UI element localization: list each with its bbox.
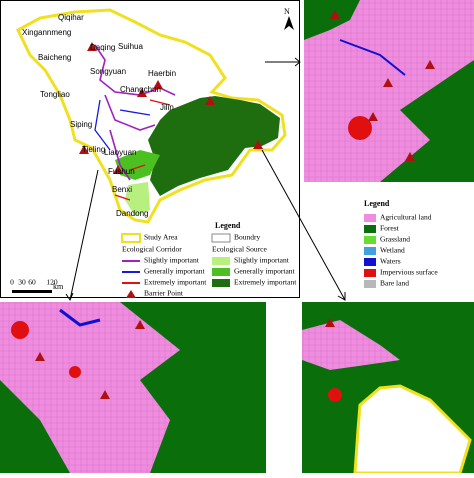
city-label: Songyuan (90, 67, 126, 76)
scale-ticks: 0 30 60 120 (10, 278, 58, 287)
legend-title: Legend (364, 199, 390, 208)
legend-label: Extremely important (234, 278, 297, 287)
north-arrow (284, 16, 294, 30)
forest-patch (120, 302, 266, 473)
legend-title: Legend (215, 221, 241, 230)
city-label: Jilin (160, 103, 174, 112)
city-label: Daqing (90, 43, 115, 52)
legend-label: Slightly important (144, 256, 200, 265)
legend-label: Wetland (380, 246, 405, 255)
barrier-point (153, 80, 163, 89)
city-label: Liaoyuan (104, 148, 136, 157)
legend-label: Boundry (234, 233, 261, 242)
land-swatch (364, 236, 376, 244)
legend-label: Agricultural land (380, 213, 432, 222)
city-label: Xingannmeng (22, 28, 71, 37)
scale-label: 120 (46, 278, 58, 287)
agri-patch (302, 320, 400, 370)
scale-unit: km (53, 282, 64, 291)
barrier-point (79, 145, 89, 154)
slight-source (125, 182, 150, 216)
barrier-point (205, 96, 215, 105)
sea (353, 384, 472, 475)
legend-label: Barrier Point (144, 289, 184, 298)
legend-label: Slightly important (234, 256, 290, 265)
forest-patch (0, 380, 70, 473)
legend-label: Extremely important (144, 278, 207, 287)
general-source (115, 150, 160, 180)
legend-label: Impervious surface (380, 268, 438, 277)
barrier-point (137, 88, 147, 97)
legend-label: Generally important (144, 267, 206, 276)
legend-label: Bare land (380, 279, 409, 288)
land-legend: Legend Agricultural land Forest Grassland We… (364, 199, 438, 288)
land-swatch (364, 225, 376, 233)
forest-patch (304, 0, 360, 40)
legend-label: Forest (380, 224, 400, 233)
city-label: Tongliao (40, 90, 70, 99)
forest-source (148, 96, 280, 196)
city-label: Dandong (116, 209, 148, 218)
urban (348, 116, 372, 140)
barrier-point (87, 42, 97, 51)
legend-label: Ecological Source (212, 245, 267, 254)
barrier-swatch (126, 290, 136, 298)
legend-label: Ecological Corridor (122, 245, 182, 254)
source-swatch (212, 257, 230, 265)
city-label: Baicheng (38, 53, 71, 62)
scale-label: 0 (10, 278, 14, 287)
corridor (114, 99, 171, 201)
barrier-points (79, 42, 263, 174)
city-label: Suihua (118, 42, 143, 51)
scale-label: 60 (28, 278, 36, 287)
scale-bar (12, 290, 52, 293)
forest-patch (380, 60, 474, 182)
legend-label: Study Area (144, 233, 178, 242)
corridor (94, 99, 151, 151)
source-swatch (212, 279, 230, 287)
arrow (265, 57, 301, 67)
urban (328, 388, 342, 402)
source-swatch (212, 268, 230, 276)
city-label: Benxi (112, 185, 132, 194)
north-label: N (284, 7, 290, 16)
land-swatch (364, 280, 376, 288)
legend: Legend Study Area Boundry Ecological Corrid… (121, 221, 297, 298)
city-label: Changchun (120, 85, 161, 94)
river (339, 39, 406, 76)
barrier-point (113, 165, 123, 174)
city-label: Fushun (108, 167, 135, 176)
scale-label: 30 (18, 278, 26, 287)
urban (69, 366, 81, 378)
urban (11, 321, 29, 339)
connectors (65, 57, 346, 302)
arrow (261, 149, 346, 301)
river (59, 308, 101, 327)
city-label: Tieling (82, 145, 105, 154)
legend-label: Generally important (234, 267, 296, 276)
land-swatch (364, 247, 376, 255)
land-swatch (364, 214, 376, 222)
boundary-swatch (211, 233, 231, 243)
city-label: Siping (70, 120, 92, 129)
land-swatch (364, 258, 376, 266)
legend-label: Waters (380, 257, 401, 266)
land-swatch (364, 269, 376, 277)
legend-label: Grassland (380, 235, 410, 244)
city-label: Qiqihar (58, 13, 84, 22)
study-area-swatch (121, 233, 141, 243)
barrier-point (325, 318, 335, 327)
barrier-point (253, 140, 263, 149)
arrow (65, 169, 99, 302)
city-label: Haerbin (148, 69, 176, 78)
